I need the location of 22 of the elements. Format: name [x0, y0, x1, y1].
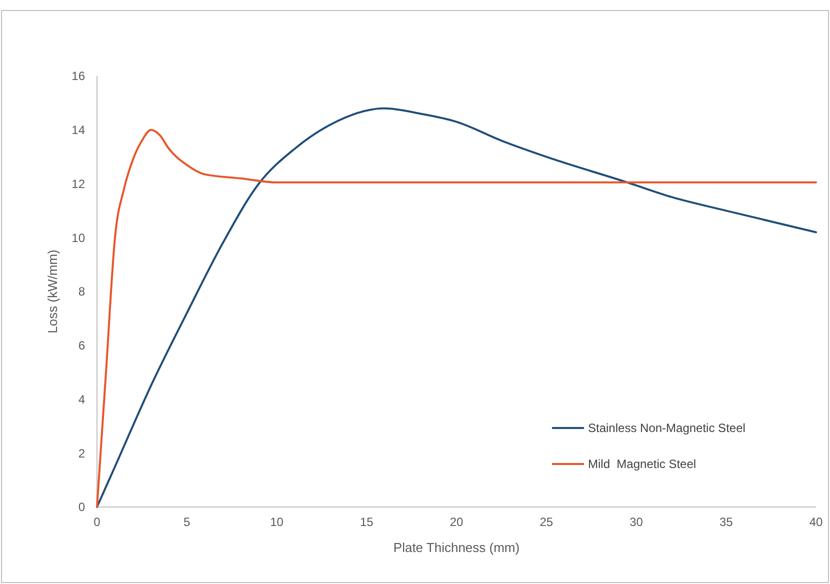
x-tick-label: 5: [184, 515, 191, 529]
x-tick-label: 25: [540, 515, 554, 529]
x-tick-label: 15: [360, 515, 374, 529]
x-tick-label: 0: [94, 515, 101, 529]
x-tick-label: 35: [719, 515, 734, 529]
x-tick-label: 10: [270, 515, 284, 529]
y-tick-label: 4: [78, 392, 86, 406]
x-tick-label: 40: [809, 515, 823, 529]
y-tick-label: 2: [78, 446, 86, 460]
y-tick-label: 0: [78, 500, 86, 514]
legend-label: Mild Magnetic Steel: [588, 457, 696, 472]
y-axis-title: Loss (kW/mm): [45, 250, 60, 334]
y-tick-label: 10: [72, 230, 86, 245]
legend-label: Stainless Non-Magnetic Steel: [588, 421, 746, 436]
x-axis-title: Plate Thichness (mm): [393, 540, 520, 555]
x-tick-label: 30: [630, 515, 644, 529]
y-tick-label: 6: [78, 338, 86, 353]
y-tick-label: 16: [72, 69, 86, 84]
y-tick-label: 12: [72, 176, 86, 191]
y-tick-label: 14: [72, 123, 86, 138]
x-tick-label: 20: [450, 515, 464, 529]
y-tick-label: 8: [78, 284, 86, 299]
